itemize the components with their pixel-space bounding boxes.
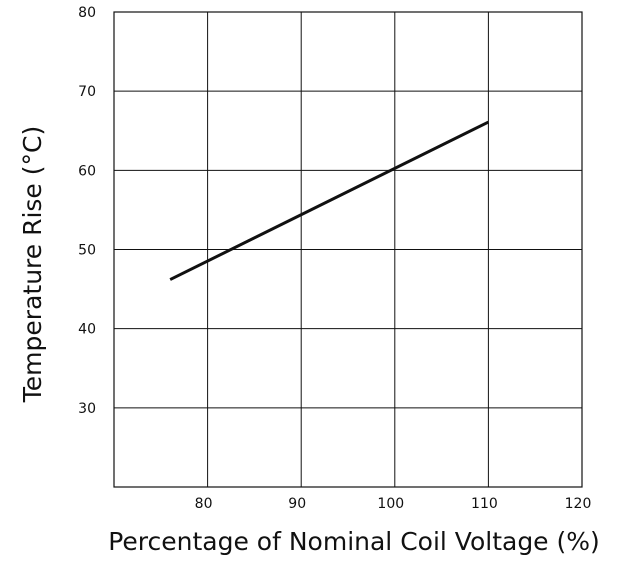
x-tick-label: 110 [471, 496, 498, 512]
x-tick-label: 120 [565, 496, 592, 512]
x-tick-label: 80 [195, 496, 213, 512]
series-layer [169, 120, 490, 281]
plot-area-border [113, 11, 583, 488]
y-axis-title: Temperature Rise (°C) [18, 126, 47, 403]
y-tick-label: 40 [78, 322, 96, 338]
series-line [169, 120, 490, 281]
y-tick-label: 50 [78, 243, 96, 259]
y-tick-label: 70 [78, 84, 96, 100]
grid-lines [114, 12, 582, 487]
x-axis-tick-labels: 80 90 100 110 120 [195, 496, 592, 512]
x-axis-title: Percentage of Nominal Coil Voltage (%) [108, 527, 600, 556]
y-axis-tick-labels: 30 40 50 60 70 80 [78, 5, 96, 417]
y-tick-label: 80 [78, 5, 96, 21]
x-tick-label: 90 [288, 496, 306, 512]
y-tick-label: 60 [78, 163, 96, 179]
y-tick-label: 30 [78, 401, 96, 417]
x-tick-label: 100 [377, 496, 404, 512]
